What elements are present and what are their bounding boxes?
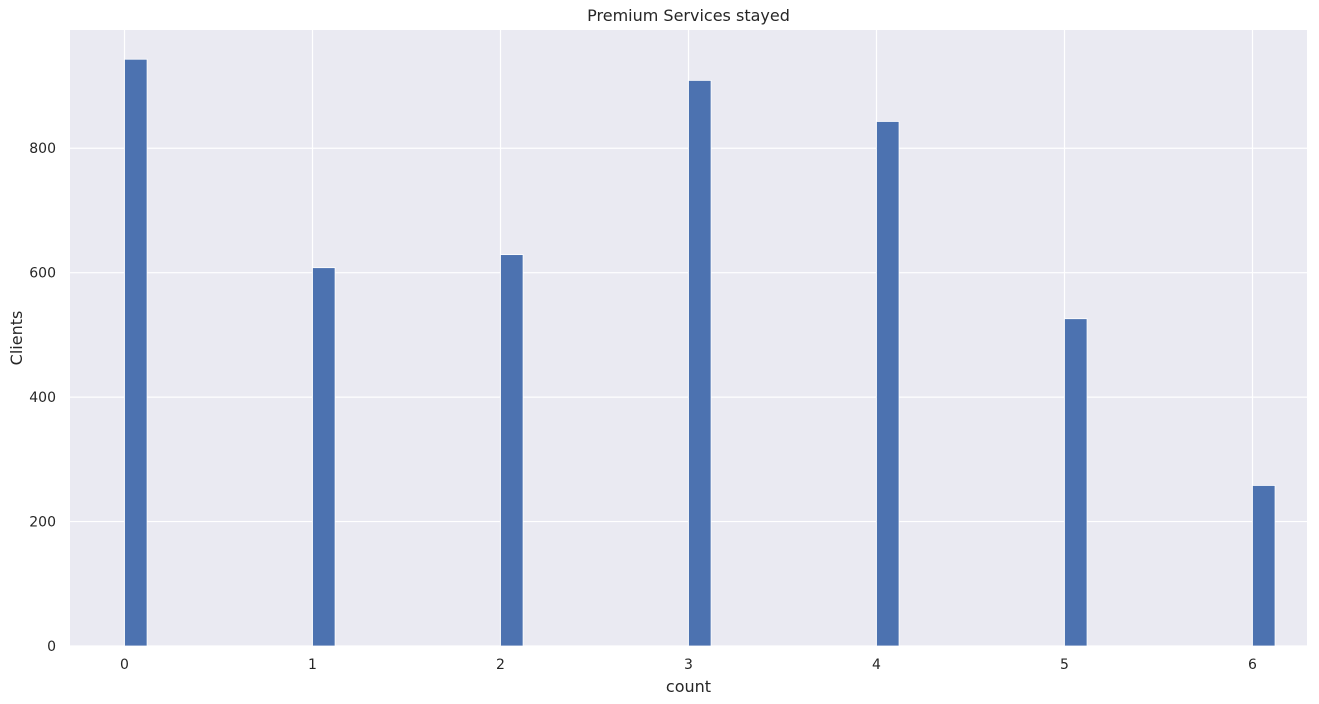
x-tick-label: 4 bbox=[872, 657, 881, 673]
y-axis-title: Clients bbox=[7, 311, 26, 366]
x-axis-title: count bbox=[666, 677, 711, 696]
bar bbox=[688, 80, 712, 647]
chart-title: Premium Services stayed bbox=[587, 6, 790, 25]
bar bbox=[1064, 318, 1088, 647]
bar bbox=[500, 254, 524, 647]
y-tick-label: 200 bbox=[29, 515, 56, 531]
y-tick-label: 400 bbox=[29, 390, 56, 406]
x-tick-label: 5 bbox=[1060, 657, 1069, 673]
bar bbox=[124, 58, 148, 647]
y-tick-label: 800 bbox=[29, 141, 56, 157]
bar bbox=[312, 267, 336, 647]
x-tick-label: 3 bbox=[684, 657, 693, 673]
bar bbox=[876, 121, 900, 647]
y-tick-label: 600 bbox=[29, 266, 56, 282]
y-tick-label: 0 bbox=[47, 639, 56, 655]
tick-labels: 0 200 400 600 800 0 1 2 3 4 5 6 bbox=[29, 141, 1257, 673]
bar bbox=[1252, 485, 1276, 647]
x-tick-label: 2 bbox=[496, 657, 505, 673]
x-tick-label: 1 bbox=[308, 657, 317, 673]
x-tick-label: 6 bbox=[1248, 657, 1257, 673]
x-tick-label: 0 bbox=[120, 657, 129, 673]
bars bbox=[124, 58, 1276, 647]
